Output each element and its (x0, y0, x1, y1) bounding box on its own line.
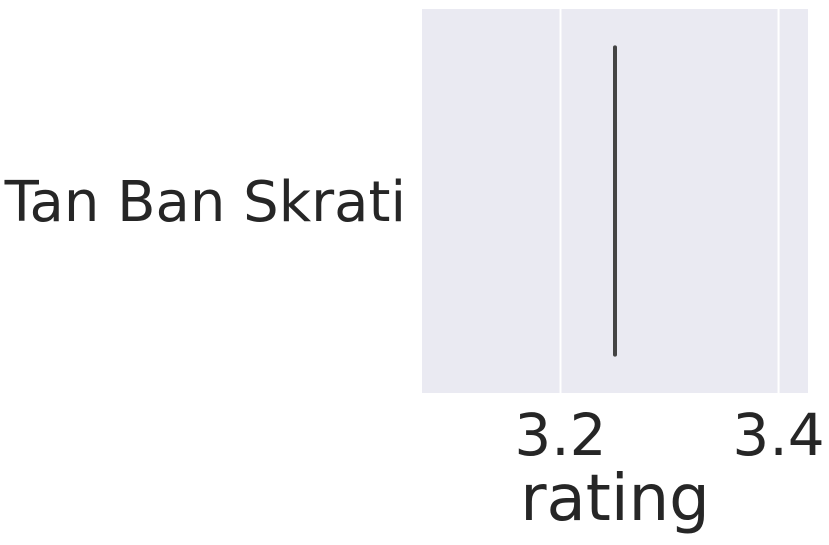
x-tick-label: 3.2 (514, 401, 606, 469)
x-axis-label: rating (520, 462, 710, 536)
y-tick-labels: Tan Ban Skrati (4, 170, 406, 235)
x-tick-labels: 3.2 3.4 (514, 401, 824, 469)
y-tick-label: Tan Ban Skrati (4, 170, 406, 235)
x-tick-label: 3.4 (732, 401, 824, 469)
